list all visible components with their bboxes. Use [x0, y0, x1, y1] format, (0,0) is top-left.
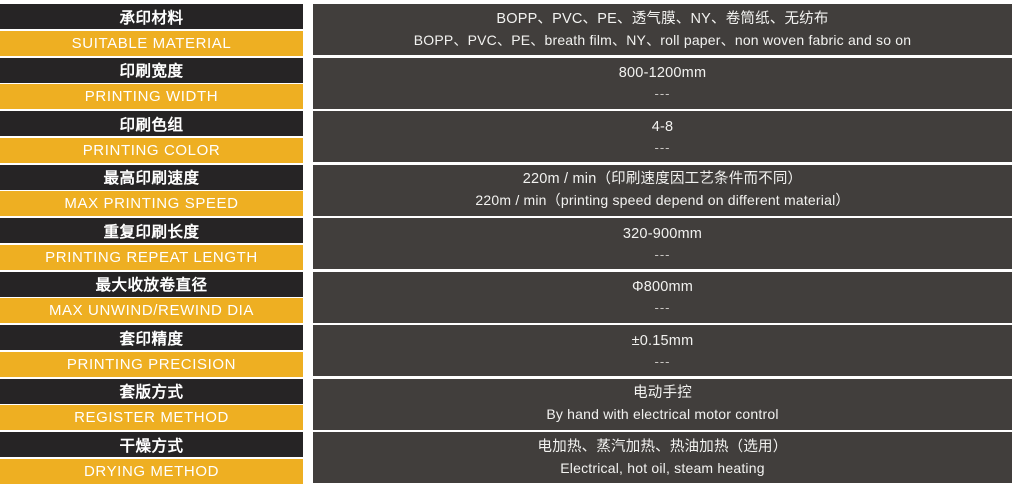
- value-line-en: 220m / min（printing speed depend on diff…: [475, 192, 850, 208]
- label-en-bar: PRINTING COLOR: [0, 137, 303, 163]
- label-en-bar: PRINTING PRECISION: [0, 351, 303, 377]
- label-en-bar: REGISTER METHOD: [0, 405, 303, 430]
- value-line-cn: Φ800mm: [631, 279, 694, 295]
- label-cn-bar: 最大收放卷直径: [0, 271, 303, 297]
- label-cn-bar: 承印材料: [0, 4, 303, 29]
- value-line-placeholder: ---: [654, 246, 671, 262]
- label-en-bar: DRYING METHOD: [0, 458, 303, 484]
- label-cn-bar: 印刷宽度: [0, 57, 303, 83]
- label-group: 套印精度 PRINTING PRECISION: [0, 325, 303, 379]
- value-line-cn: 320-900mm: [622, 225, 703, 242]
- label-cn-bar: 干燥方式: [0, 432, 303, 457]
- value-row: 220m / min（印刷速度因工艺条件而不同） 220m / min（print…: [313, 164, 1012, 216]
- value-row: 电动手控 By hand with electrical motor contro…: [313, 378, 1012, 430]
- value-line-en: By hand with electrical motor control: [546, 406, 779, 422]
- value-line-cn: ±0.15mm: [631, 332, 694, 349]
- value-line-cn: 4-8: [651, 118, 674, 135]
- label-en-bar: PRINTING WIDTH: [0, 84, 303, 109]
- label-cn-bar: 重复印刷长度: [0, 218, 303, 243]
- value-row: ±0.15mm ---: [313, 325, 1012, 376]
- value-row: 800-1200mm ---: [313, 57, 1012, 109]
- label-cn-bar: 最高印刷速度: [0, 164, 303, 190]
- value-row: 320-900mm ---: [313, 218, 1012, 269]
- label-group: 印刷色组 PRINTING COLOR: [0, 111, 303, 165]
- value-line-placeholder: ---: [654, 139, 671, 155]
- value-line-placeholder: ---: [654, 353, 671, 369]
- value-line-cn: BOPP、PVC、PE、透气膜、NY、卷筒纸、无纺布: [496, 10, 829, 27]
- label-en-bar: SUITABLE MATERIAL: [0, 30, 303, 56]
- label-group: 承印材料 SUITABLE MATERIAL: [0, 4, 303, 58]
- label-cn-bar: 套版方式: [0, 378, 303, 404]
- value-line-en: BOPP、PVC、PE、breath film、NY、roll paper、no…: [413, 31, 912, 48]
- value-line-placeholder: ---: [654, 300, 671, 315]
- label-group: 重复印刷长度 PRINTING REPEAT LENGTH: [0, 218, 303, 272]
- value-line-cn: 电加热、蒸汽加热、热油加热（选用）: [537, 438, 788, 455]
- label-cn-bar: 印刷色组: [0, 111, 303, 136]
- value-line-cn: 800-1200mm: [618, 65, 707, 81]
- label-en-bar: MAX UNWIND/REWIND DIA: [0, 298, 303, 323]
- label-group: 最高印刷速度 MAX PRINTING SPEED: [0, 164, 303, 219]
- label-en-bar: MAX PRINTING SPEED: [0, 191, 303, 216]
- value-row: 4-8 ---: [313, 111, 1012, 162]
- value-line-cn: 电动手控: [633, 385, 692, 401]
- value-line-en: Electrical, hot oil, steam heating: [560, 459, 765, 476]
- value-line-cn: 220m / min（印刷速度因工艺条件而不同）: [522, 171, 803, 187]
- value-line-placeholder: ---: [654, 86, 671, 101]
- label-group: 套版方式 REGISTER METHOD: [0, 378, 303, 433]
- value-row: BOPP、PVC、PE、透气膜、NY、卷筒纸、无纺布 BOPP、PVC、PE、br…: [313, 4, 1012, 55]
- value-row: Φ800mm ---: [313, 271, 1012, 323]
- label-cn-bar: 套印精度: [0, 325, 303, 350]
- label-column: 承印材料 SUITABLE MATERIAL 印刷宽度 PRINTING WIDTH 印…: [0, 4, 303, 486]
- value-row: 电加热、蒸汽加热、热油加热（选用） Electrical, hot oil, st…: [313, 432, 1012, 483]
- label-group: 印刷宽度 PRINTING WIDTH: [0, 57, 303, 112]
- label-group: 干燥方式 DRYING METHOD: [0, 432, 303, 486]
- label-group: 最大收放卷直径 MAX UNWIND/REWIND DIA: [0, 271, 303, 326]
- value-column: BOPP、PVC、PE、透气膜、NY、卷筒纸、无纺布 BOPP、PVC、PE、br…: [313, 4, 1012, 486]
- label-en-bar: PRINTING REPEAT LENGTH: [0, 244, 303, 270]
